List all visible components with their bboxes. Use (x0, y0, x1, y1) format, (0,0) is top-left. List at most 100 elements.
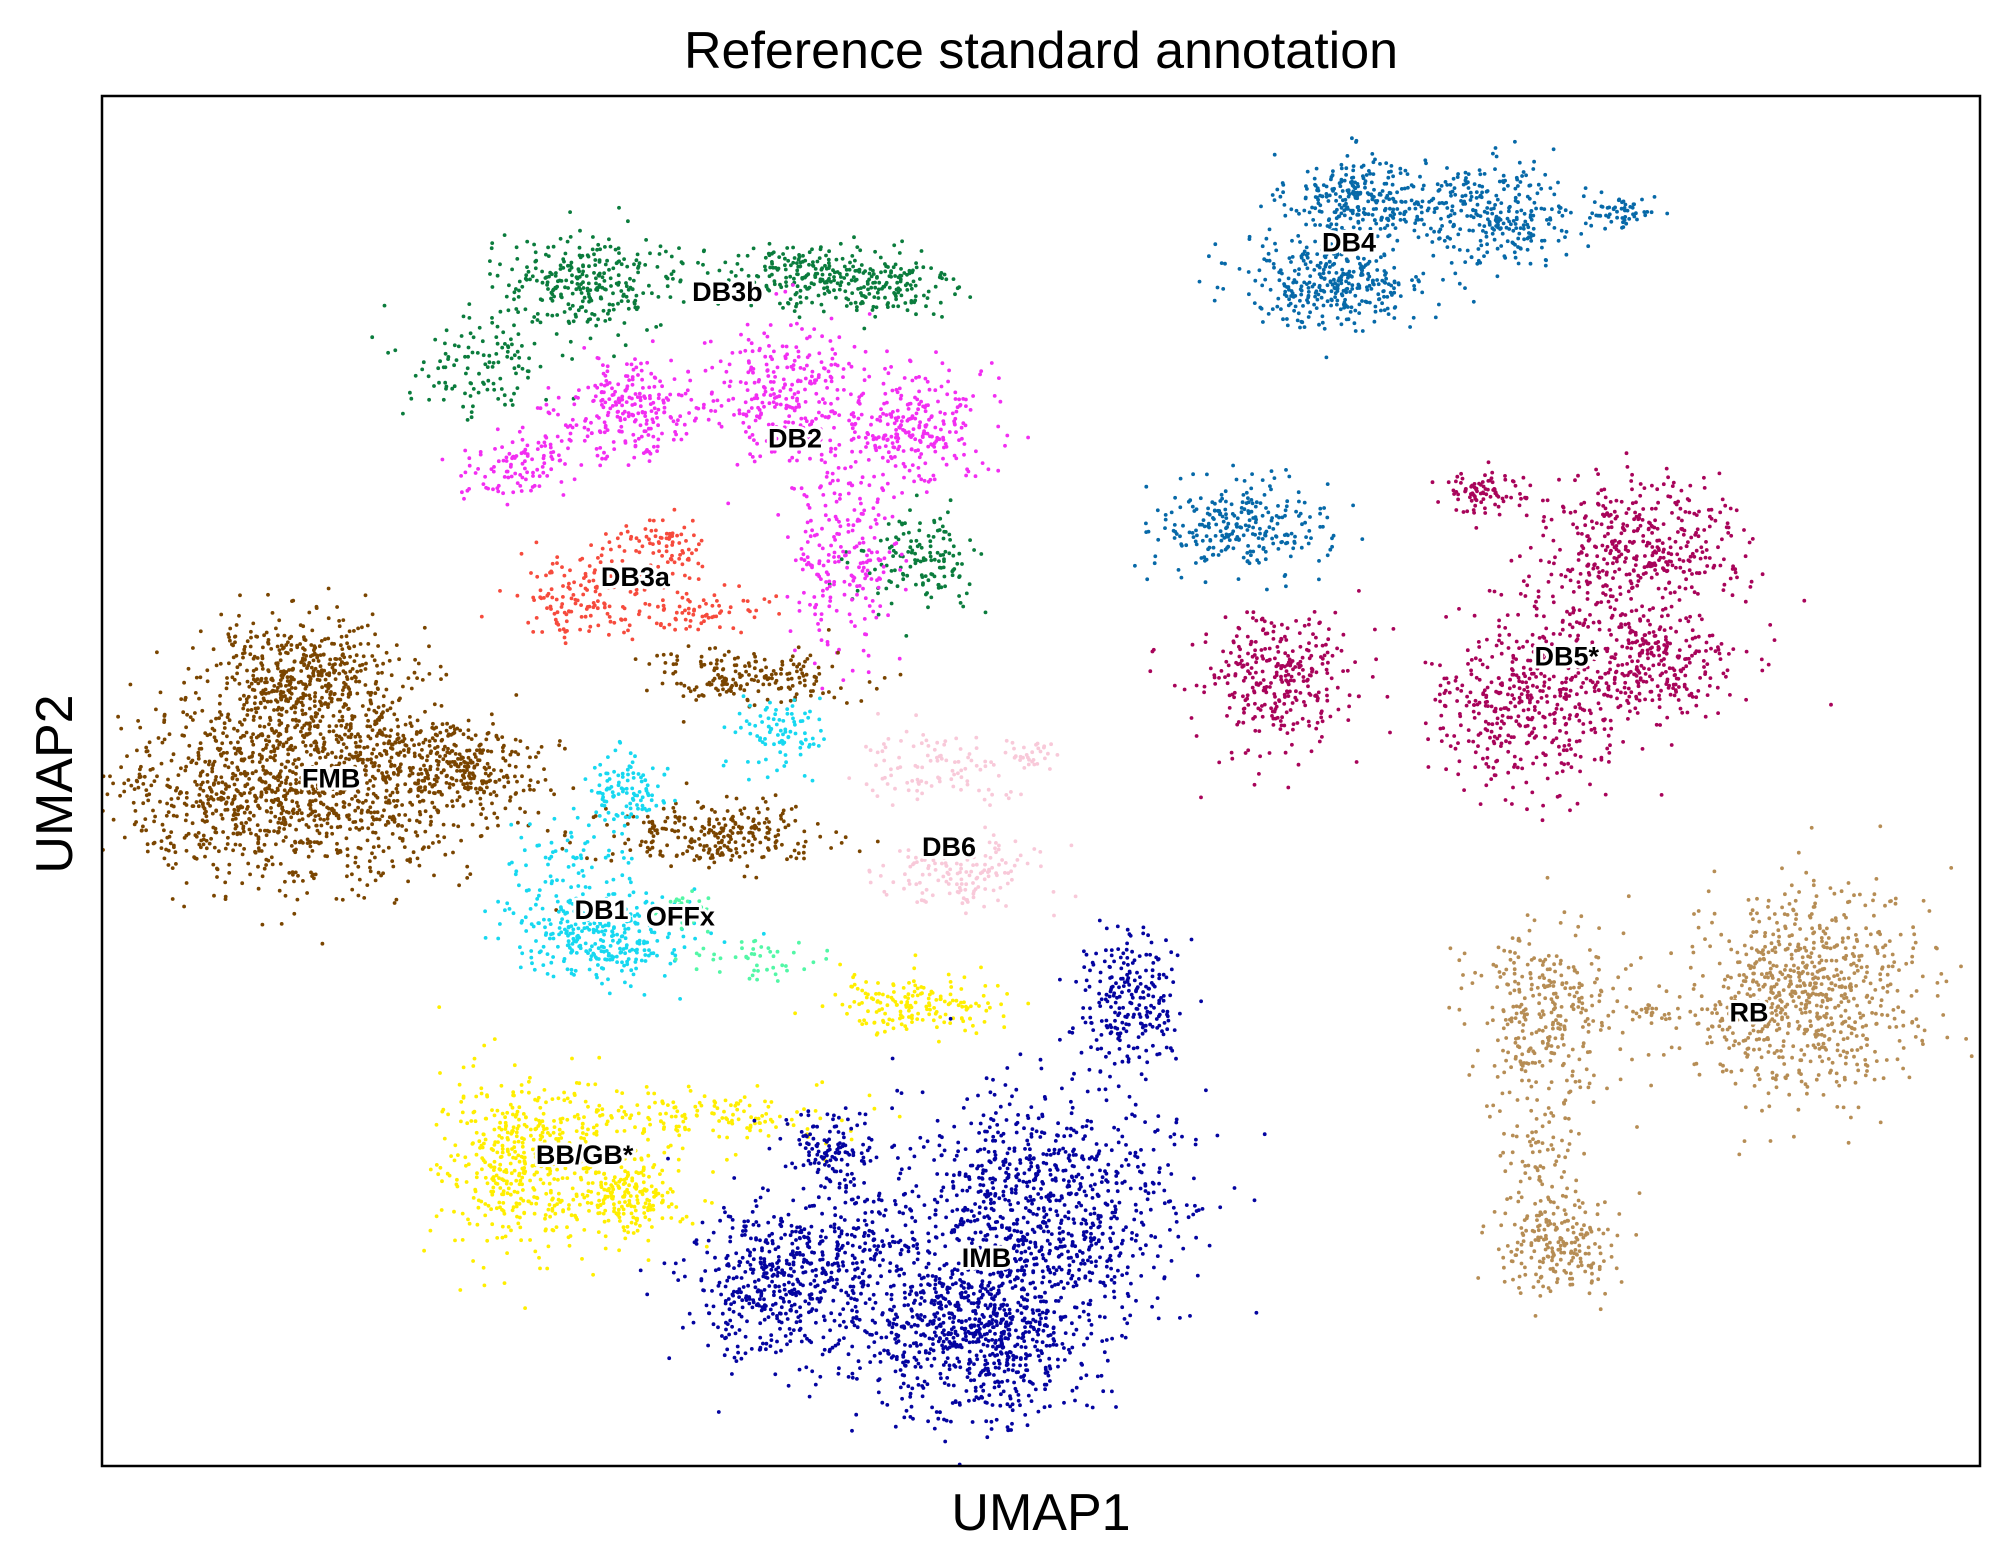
scatter-point (824, 253, 828, 258)
scatter-point (1369, 287, 1374, 291)
scatter-point (1317, 283, 1322, 288)
scatter-point (1285, 499, 1290, 504)
scatter-point (451, 823, 456, 827)
scatter-point (1324, 194, 1329, 199)
scatter-point (306, 854, 311, 859)
scatter-point (767, 288, 772, 293)
scatter-point (824, 580, 828, 584)
scatter-point (1305, 187, 1309, 191)
scatter-point (428, 822, 433, 827)
scatter-point (562, 635, 567, 640)
scatter-point (817, 351, 822, 356)
scatter-point (322, 742, 326, 747)
scatter-point (205, 679, 210, 684)
scatter-point (967, 582, 972, 587)
scatter-point (1500, 231, 1505, 236)
scatter-point (233, 751, 238, 756)
scatter-point (712, 593, 717, 598)
scatter-point (328, 657, 333, 662)
scatter-point (645, 328, 649, 332)
scatter-point (925, 379, 930, 384)
scatter-point (1269, 518, 1274, 523)
scatter-point (805, 540, 810, 544)
scatter-point (1341, 271, 1345, 276)
scatter-point (1435, 206, 1439, 211)
scatter-point (1256, 536, 1261, 540)
scatter-point (886, 450, 891, 455)
scatter-point (1224, 532, 1229, 537)
scatter-point (668, 557, 673, 561)
scatter-point (1267, 227, 1272, 232)
scatter-point (459, 334, 464, 338)
scatter-point (567, 321, 572, 325)
scatter-point (859, 286, 863, 290)
scatter-point (1251, 516, 1256, 520)
scatter-point (647, 385, 652, 390)
scatter-point (857, 267, 862, 272)
scatter-point (327, 673, 332, 678)
scatter-point (263, 780, 268, 785)
scatter-point (1422, 222, 1426, 227)
scatter-point (842, 592, 847, 597)
scatter-point (796, 402, 801, 407)
scatter-point (625, 362, 629, 366)
scatter-point (452, 363, 456, 368)
scatter-point (1375, 234, 1380, 239)
scatter-point (672, 507, 677, 512)
scatter-point (763, 354, 768, 359)
scatter-point (928, 550, 932, 555)
scatter-point (1210, 500, 1215, 505)
scatter-point (1234, 477, 1239, 482)
scatter-point (607, 604, 612, 609)
scatter-point (679, 437, 684, 442)
scatter-point (849, 438, 854, 442)
scatter-point (220, 816, 225, 821)
scatter-point (223, 894, 228, 899)
scatter-point (373, 632, 377, 637)
scatter-point (768, 265, 773, 270)
scatter-point (188, 715, 193, 719)
scatter-point (175, 814, 179, 819)
scatter-point (422, 845, 426, 850)
scatter-point (864, 632, 869, 637)
scatter-point (819, 638, 824, 642)
scatter-point (1600, 205, 1605, 209)
scatter-point (1391, 222, 1395, 227)
scatter-point (1390, 182, 1395, 187)
scatter-point (176, 796, 181, 801)
scatter-point (1236, 577, 1241, 581)
scatter-point (602, 605, 607, 610)
scatter-point (145, 842, 150, 847)
scatter-point (1345, 305, 1350, 309)
scatter-point (1540, 238, 1544, 243)
scatter-point (1363, 241, 1367, 246)
scatter-point (235, 665, 240, 670)
scatter-point (641, 386, 645, 390)
scatter-point (858, 449, 863, 454)
scatter-point (222, 721, 227, 726)
scatter-point (820, 272, 825, 277)
scatter-point (787, 458, 792, 463)
scatter-point (437, 380, 441, 385)
scatter-point (801, 253, 805, 258)
scatter-point (886, 305, 890, 309)
scatter-point (1194, 561, 1198, 565)
scatter-point (783, 354, 788, 359)
scatter-point (401, 411, 405, 416)
scatter-point (504, 459, 509, 463)
scatter-point (198, 675, 203, 680)
scatter-point (313, 666, 318, 671)
scatter-point (625, 384, 630, 389)
scatter-point (1323, 242, 1328, 247)
scatter-point (564, 278, 569, 283)
scatter-point (1246, 511, 1251, 516)
scatter-point (319, 701, 323, 705)
scatter-point (583, 574, 588, 579)
scatter-point (566, 263, 570, 268)
scatter-point (748, 452, 752, 456)
scatter-point (1372, 319, 1377, 324)
scatter-point (1532, 200, 1537, 205)
scatter-point (1350, 274, 1354, 279)
scatter-point (1274, 514, 1279, 518)
scatter-point (1227, 538, 1232, 542)
